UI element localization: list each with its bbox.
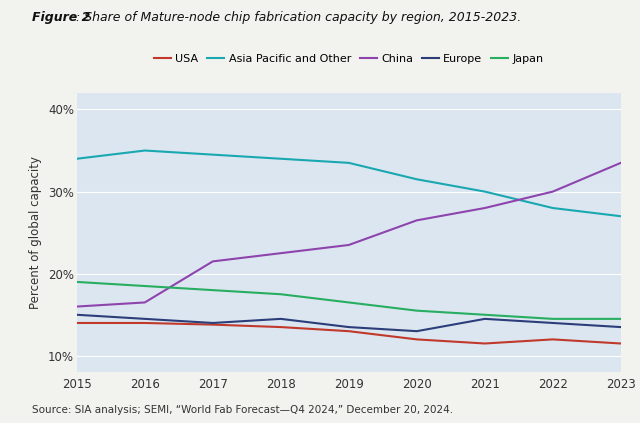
Legend: USA, Asia Pacific and Other, China, Europe, Japan: USA, Asia Pacific and Other, China, Euro… xyxy=(154,54,543,64)
Europe xyxy=(345,324,353,330)
Text: Source: SIA analysis; SEMI, “World Fab Forecast—Q4 2024,” December 20, 2024.: Source: SIA analysis; SEMI, “World Fab F… xyxy=(32,405,453,415)
Asia Pacific and Other xyxy=(345,160,353,165)
Asia Pacific and Other xyxy=(73,156,81,161)
Europe xyxy=(549,321,557,326)
USA xyxy=(481,341,488,346)
USA xyxy=(345,329,353,334)
Asia Pacific and Other xyxy=(549,206,557,211)
Japan xyxy=(413,308,420,313)
Asia Pacific and Other xyxy=(209,152,216,157)
Japan xyxy=(209,288,216,293)
Japan xyxy=(141,283,148,288)
Europe xyxy=(209,321,216,326)
Japan xyxy=(73,279,81,284)
Japan xyxy=(481,312,488,317)
USA xyxy=(549,337,557,342)
China xyxy=(481,206,488,211)
Text: Figure 2: Figure 2 xyxy=(32,11,90,24)
USA xyxy=(617,341,625,346)
Japan xyxy=(345,300,353,305)
USA xyxy=(141,321,148,326)
China xyxy=(141,300,148,305)
Europe xyxy=(277,316,285,321)
Text: : Share of Mature-node chip fabrication capacity by region, 2015-2023.: : Share of Mature-node chip fabrication … xyxy=(76,11,521,24)
Europe xyxy=(141,316,148,321)
Europe xyxy=(73,312,81,317)
Japan xyxy=(617,316,625,321)
Asia Pacific and Other xyxy=(413,177,420,182)
Line: China: China xyxy=(77,163,621,307)
Line: USA: USA xyxy=(77,323,621,343)
Europe xyxy=(413,329,420,334)
Japan xyxy=(549,316,557,321)
Asia Pacific and Other xyxy=(481,189,488,194)
China xyxy=(345,242,353,247)
Europe xyxy=(481,316,488,321)
USA xyxy=(209,322,216,327)
USA xyxy=(73,321,81,326)
Y-axis label: Percent of global capacity: Percent of global capacity xyxy=(29,156,42,309)
USA xyxy=(413,337,420,342)
Line: Europe: Europe xyxy=(77,315,621,331)
Line: Asia Pacific and Other: Asia Pacific and Other xyxy=(77,151,621,216)
China xyxy=(209,259,216,264)
USA xyxy=(277,324,285,330)
Line: Japan: Japan xyxy=(77,282,621,319)
Asia Pacific and Other xyxy=(617,214,625,219)
Japan xyxy=(277,292,285,297)
China xyxy=(277,251,285,256)
Asia Pacific and Other xyxy=(277,156,285,161)
China xyxy=(73,304,81,309)
China xyxy=(617,160,625,165)
China xyxy=(549,189,557,194)
China xyxy=(413,218,420,223)
Europe xyxy=(617,324,625,330)
Asia Pacific and Other xyxy=(141,148,148,153)
